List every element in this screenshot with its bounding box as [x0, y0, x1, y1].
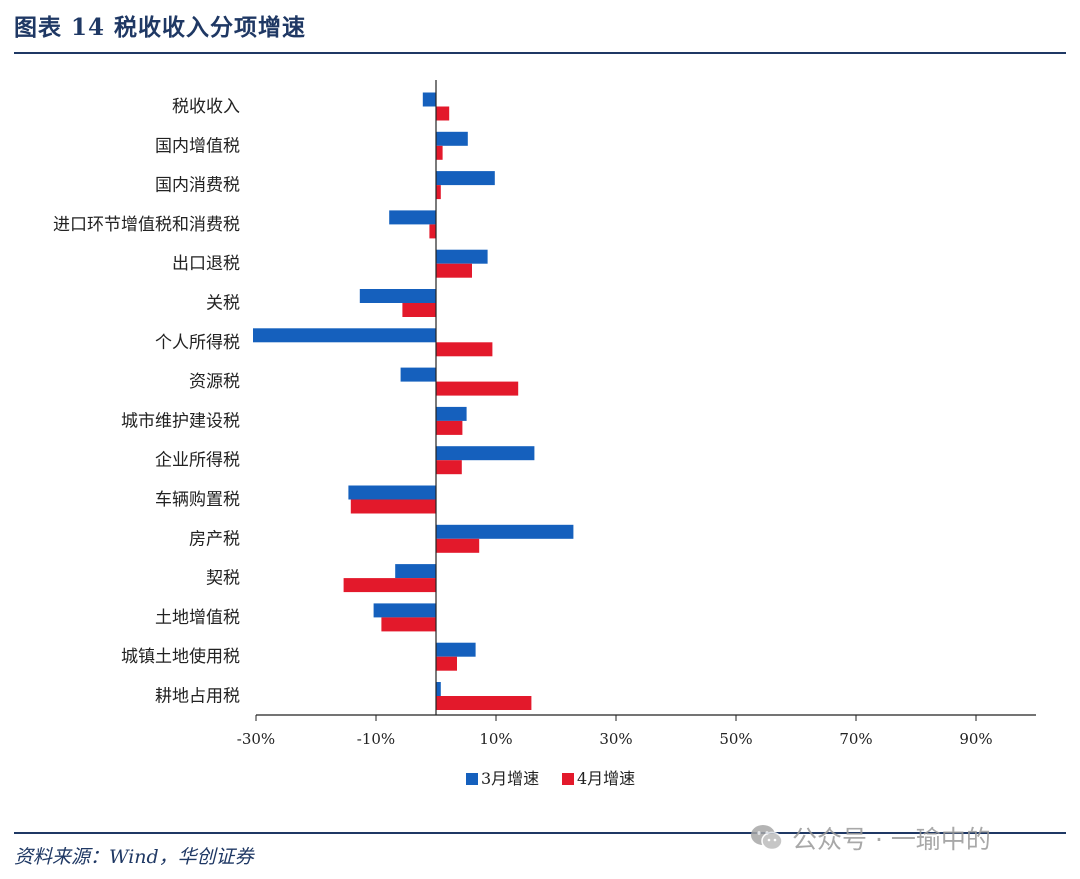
- bar-april: [436, 656, 457, 671]
- category-label: 税收收入: [172, 97, 240, 117]
- bar-april: [436, 263, 472, 278]
- bar-april: [436, 185, 441, 200]
- watermark-text: 公众号 · 一瑜中的: [792, 825, 991, 854]
- bar-march: [373, 603, 436, 618]
- category-label: 契税: [206, 569, 240, 589]
- x-tick-label: -30%: [237, 730, 275, 748]
- bar-march: [436, 446, 535, 461]
- bar-april: [436, 145, 443, 160]
- bottom-rule: [14, 832, 1066, 834]
- bar-april: [436, 538, 480, 553]
- bar-april: [436, 696, 532, 710]
- x-tick-label: 90%: [959, 730, 992, 748]
- category-label: 出口退税: [172, 254, 240, 274]
- legend-swatch-april: [562, 773, 574, 785]
- x-tick-label: 50%: [719, 730, 752, 748]
- bar-march: [436, 249, 488, 264]
- bar-march: [348, 485, 436, 500]
- category-label: 土地增值税: [155, 608, 240, 628]
- bar-april: [343, 578, 436, 593]
- wechat-icon: [751, 825, 783, 851]
- bar-march: [436, 524, 574, 539]
- category-label: 企业所得税: [155, 451, 240, 471]
- bar-april: [381, 617, 436, 632]
- category-label: 个人所得税: [155, 333, 240, 353]
- bar-march: [359, 289, 436, 303]
- figure-title: 图表 14 税收收入分项增速: [14, 14, 307, 41]
- x-tick-label: 10%: [479, 730, 512, 748]
- x-tick-label: 30%: [599, 730, 632, 748]
- bar-march: [389, 210, 436, 225]
- category-label: 城镇土地使用税: [121, 646, 240, 667]
- category-label: 资源税: [189, 372, 240, 392]
- x-tick-label: -10%: [357, 730, 395, 748]
- bar-april: [350, 499, 436, 514]
- source-note: 资料来源：Wind，华创证券: [14, 846, 254, 868]
- bar-april: [436, 342, 493, 357]
- category-label: 城市维护建设税: [121, 411, 240, 431]
- x-tick-label: 70%: [839, 730, 872, 748]
- bar-march: [395, 564, 436, 579]
- bar-april: [436, 106, 450, 121]
- bar-chart: 税收收入国内增值税国内消费税进口环节增值税和消费税出口退税关税个人所得税资源税城…: [53, 80, 1036, 788]
- bar-april: [436, 420, 463, 435]
- bar-march: [253, 328, 436, 343]
- category-label: 耕地占用税: [155, 687, 240, 707]
- bar-march: [436, 171, 495, 186]
- bar-april: [429, 224, 436, 239]
- top-rule: [14, 52, 1066, 54]
- bar-april: [402, 303, 436, 317]
- bar-march: [436, 131, 468, 146]
- figure-header: 图表 14 税收收入分项增速: [0, 0, 1080, 56]
- bar-march: [436, 642, 476, 657]
- category-label: 车辆购置税: [155, 490, 240, 510]
- category-label: 国内增值税: [155, 136, 240, 156]
- legend-label-march: 3月增速: [481, 769, 539, 788]
- bar-march: [436, 406, 467, 421]
- watermark: 公众号 · 一瑜中的: [750, 818, 991, 858]
- legend-swatch-march: [466, 773, 478, 785]
- legend-label-april: 4月增速: [577, 769, 635, 788]
- bar-march: [422, 92, 436, 107]
- bar-april: [436, 381, 519, 396]
- category-label: 关税: [206, 294, 240, 314]
- bar-march: [436, 682, 441, 696]
- bar-march: [400, 367, 436, 382]
- category-label: 进口环节增值税和消费税: [53, 215, 240, 235]
- category-label: 房产税: [189, 529, 240, 549]
- category-label: 国内消费税: [155, 176, 240, 196]
- bar-april: [436, 460, 462, 475]
